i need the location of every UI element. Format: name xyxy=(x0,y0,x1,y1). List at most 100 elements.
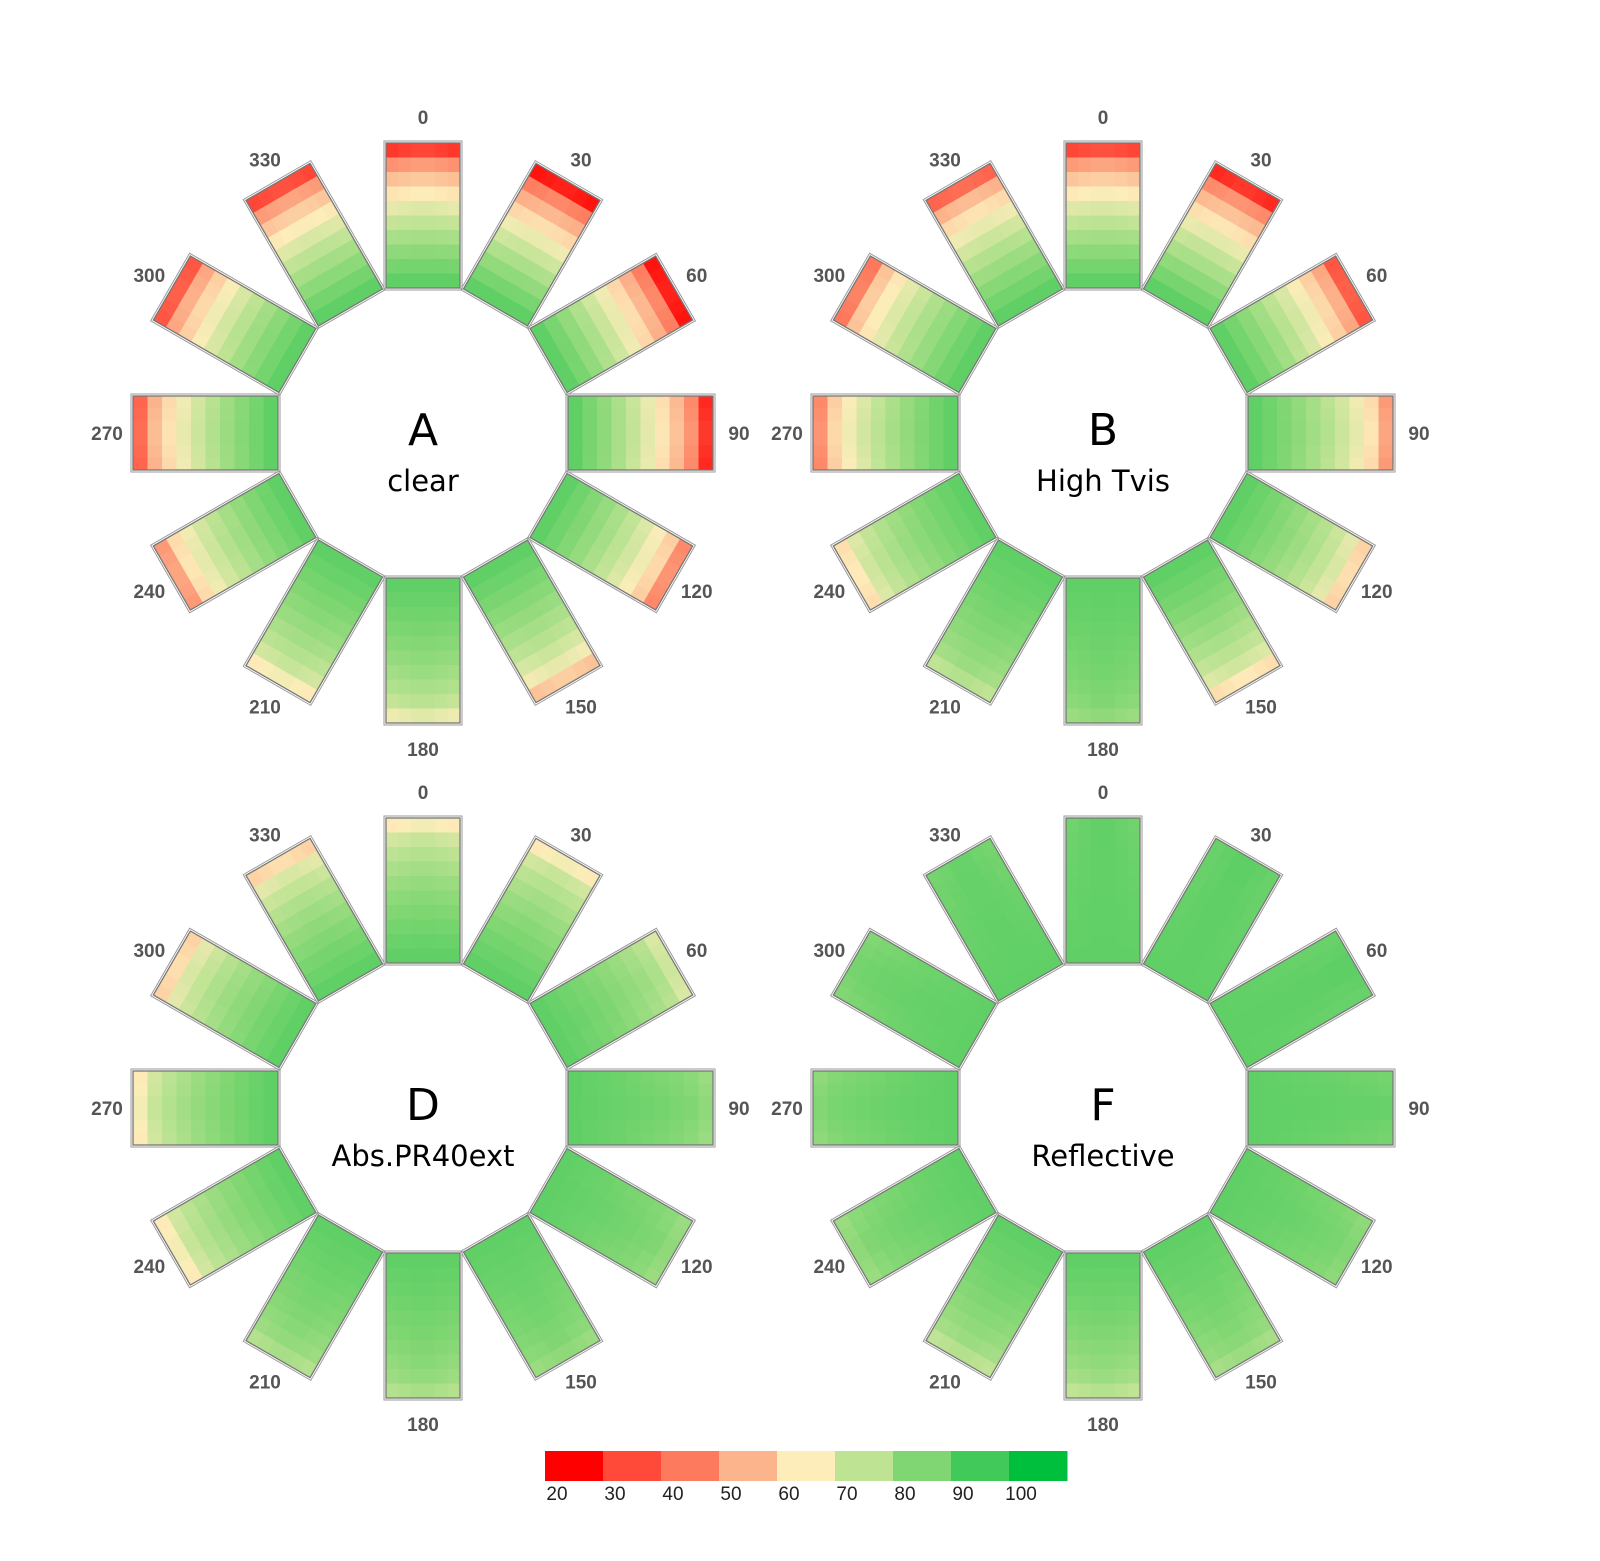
heatmap-cell xyxy=(669,408,684,422)
orientation-label: 300 xyxy=(133,941,165,962)
heatmap-cell xyxy=(625,1071,641,1084)
heatmap-cell xyxy=(447,215,461,231)
heatmap-cell xyxy=(975,1339,995,1359)
heatmap-cell xyxy=(1276,1095,1292,1109)
heatmap-cell xyxy=(328,938,348,958)
heatmap-cell xyxy=(1193,238,1213,258)
heatmap-cell xyxy=(335,620,354,640)
heatmap-cell xyxy=(871,444,886,458)
heatmap-cell xyxy=(611,1132,626,1146)
heatmap-cell xyxy=(842,444,857,458)
heatmap-cell xyxy=(203,1184,223,1203)
heatmap-cell xyxy=(961,1314,980,1335)
heatmap-cell xyxy=(266,345,286,365)
heatmap-cell xyxy=(943,432,959,446)
heatmap-cell xyxy=(274,869,294,889)
orientation-label: 300 xyxy=(813,941,845,962)
heatmap-cell xyxy=(990,931,1010,952)
heatmap-cell xyxy=(1222,988,1242,1008)
heatmap-cell xyxy=(990,1314,1009,1334)
heatmap-cell xyxy=(936,862,956,883)
heatmap-cell xyxy=(954,194,974,214)
heatmap-cell xyxy=(278,999,298,1018)
heatmap-cell xyxy=(1200,950,1219,971)
heatmap-cell xyxy=(447,592,460,607)
heatmap-cell xyxy=(171,541,192,561)
heatmap-cell xyxy=(191,432,206,446)
heatmap-cell xyxy=(929,1132,944,1145)
heatmap-cell xyxy=(654,433,670,446)
heatmap-cell xyxy=(1196,589,1216,610)
heatmap-cell xyxy=(176,457,192,470)
heatmap-cell xyxy=(278,522,298,542)
heatmap-cell xyxy=(863,591,884,611)
heatmap-cell xyxy=(933,480,953,499)
panel-name: Reflective xyxy=(1031,1139,1174,1173)
heatmap-cell xyxy=(1102,679,1116,694)
heatmap-cell xyxy=(517,932,536,952)
heatmap-cell xyxy=(499,213,518,233)
heatmap-cell xyxy=(1078,861,1092,877)
heatmap-cell xyxy=(263,1107,279,1121)
heatmap-cell xyxy=(933,1183,953,1203)
heatmap-cell xyxy=(1090,1310,1103,1326)
heatmap-cell xyxy=(331,601,351,622)
heatmap-cell xyxy=(306,670,325,691)
heatmap-cell xyxy=(1284,541,1304,561)
heatmap-cell xyxy=(611,1083,626,1097)
heatmap-cell xyxy=(447,847,461,862)
heatmap-cell xyxy=(625,433,641,446)
heatmap-cell xyxy=(673,309,693,328)
heatmap-cell xyxy=(284,988,304,1008)
heatmap-cell xyxy=(1378,445,1393,459)
heatmap-cell xyxy=(592,988,612,1008)
heatmap-cell xyxy=(1334,433,1350,446)
heatmap-cell xyxy=(220,457,235,470)
heatmap-cell xyxy=(560,1205,581,1224)
heatmap-cell xyxy=(398,259,412,274)
heatmap-cell xyxy=(1197,207,1216,227)
colorbar-tick-label: 40 xyxy=(662,1484,683,1505)
heatmap-cell xyxy=(545,931,565,952)
heatmap-cell xyxy=(1127,259,1141,274)
heatmap-cell xyxy=(274,194,294,214)
heatmap-cell xyxy=(527,1258,546,1278)
heatmap-cell xyxy=(1349,433,1364,446)
heatmap-cell xyxy=(260,894,279,914)
heatmap-cell xyxy=(598,1027,618,1047)
heatmap-cell xyxy=(560,501,580,521)
heatmap-cell xyxy=(567,445,583,459)
heatmap-cell xyxy=(542,913,561,933)
room-border xyxy=(567,1070,714,1146)
heatmap-cell xyxy=(1200,225,1220,246)
heatmap-cell xyxy=(1200,1296,1219,1316)
heatmap-cell xyxy=(434,693,448,709)
room-frame xyxy=(149,927,320,1071)
heatmap-cell xyxy=(159,298,179,317)
heatmap-cell xyxy=(1261,652,1281,673)
heatmap-cell xyxy=(945,1176,966,1195)
heatmap-cell xyxy=(1222,533,1242,553)
heatmap-cell xyxy=(477,926,497,946)
heatmap-cell xyxy=(1208,683,1227,703)
heatmap-cell xyxy=(654,980,675,1000)
room-border xyxy=(925,1214,1064,1379)
heatmap-cell xyxy=(640,1083,655,1097)
heatmap-cell xyxy=(611,445,626,459)
room-border xyxy=(245,1214,384,1379)
heatmap-cell xyxy=(499,633,518,653)
heatmap-cell xyxy=(1261,869,1281,889)
room-border xyxy=(385,1252,461,1399)
heatmap-cell xyxy=(162,1070,177,1084)
heatmap-cell xyxy=(314,558,333,578)
heatmap-cell xyxy=(1186,595,1205,616)
heatmap-cell xyxy=(527,263,547,283)
heatmap-cell xyxy=(545,1264,564,1285)
heatmap-cell xyxy=(499,1308,518,1328)
heatmap-cell xyxy=(1029,595,1049,615)
heatmap-cell xyxy=(184,284,204,303)
heatmap-cell xyxy=(313,188,333,208)
heatmap-cell xyxy=(1103,919,1116,935)
heatmap-cell xyxy=(221,541,242,560)
heatmap-cell xyxy=(958,225,977,245)
